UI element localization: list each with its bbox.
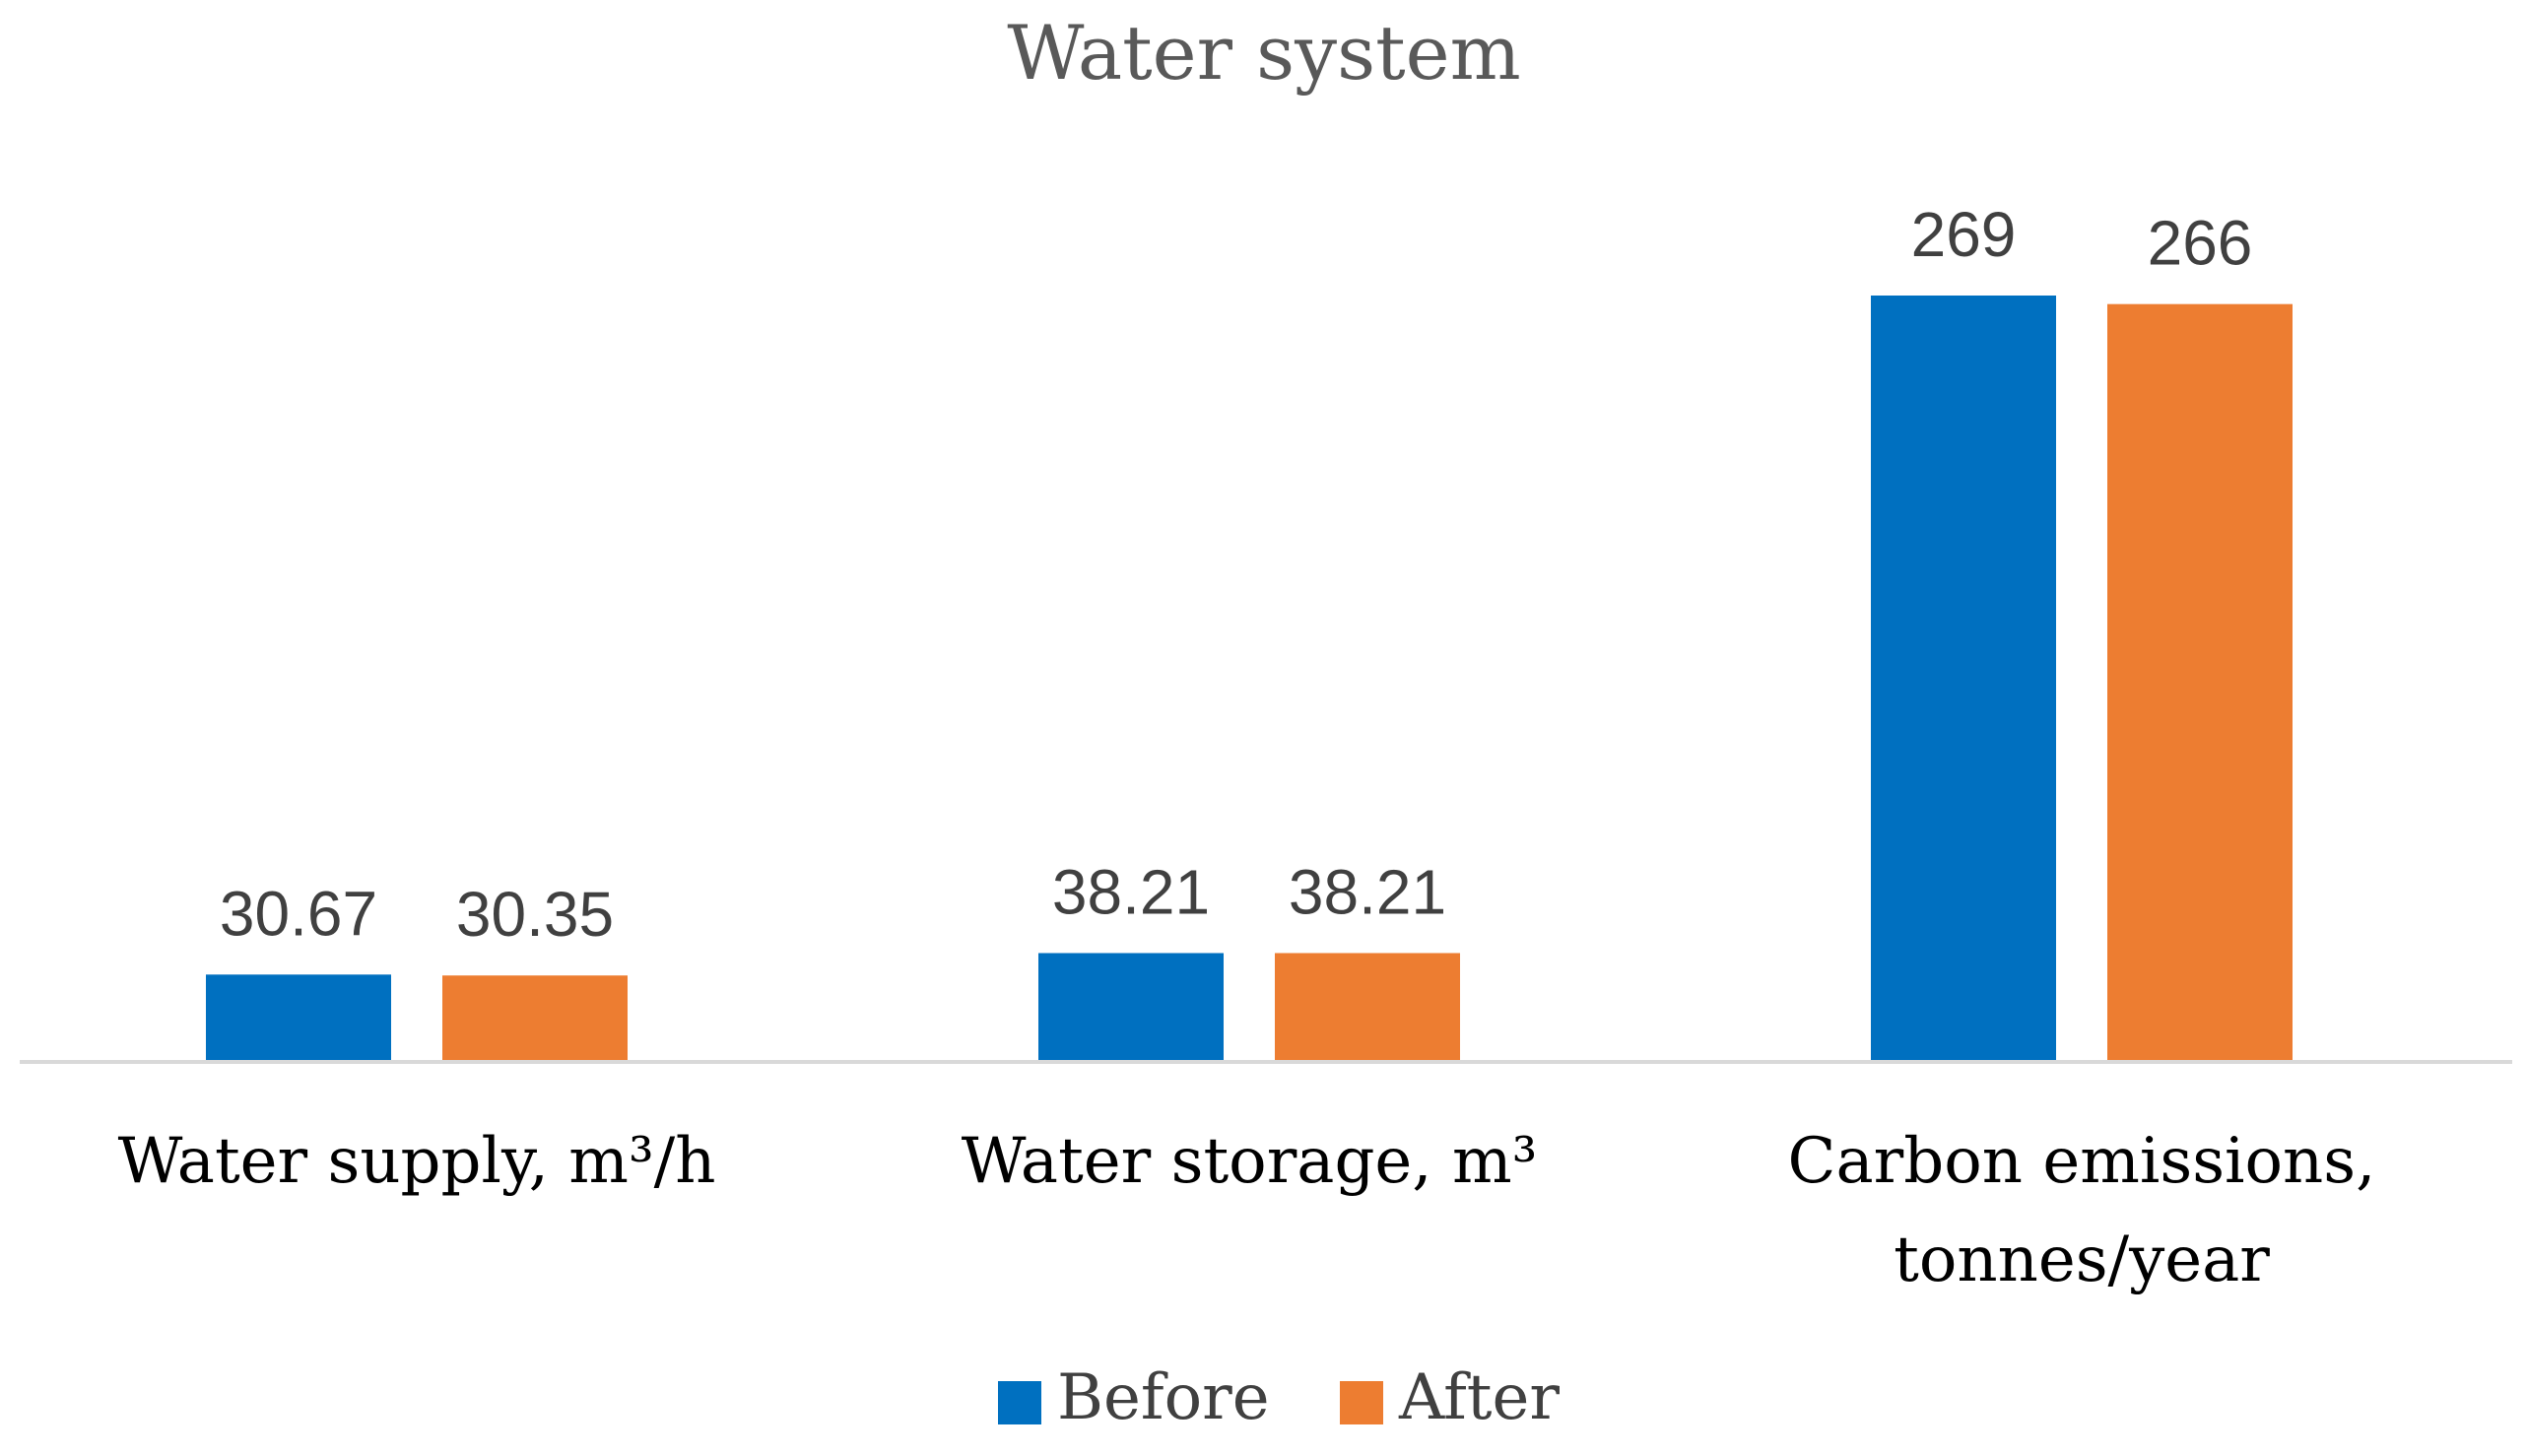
- bar-after-0: [442, 975, 628, 1062]
- data-label-after-1: 38.21: [1289, 856, 1446, 927]
- legend-swatch-before: [998, 1381, 1041, 1424]
- category-label-2-line-1: tonnes/year: [1894, 1224, 2270, 1296]
- data-label-before-1: 38.21: [1052, 856, 1210, 927]
- category-label-0: Water supply, m³/h: [118, 1125, 716, 1198]
- data-label-after-2: 266: [2148, 208, 2253, 279]
- data-label-before-2: 269: [1911, 199, 2017, 270]
- bar-before-1: [1038, 953, 1224, 1062]
- legend-label-before: Before: [1057, 1361, 1270, 1434]
- bar-after-2: [2107, 303, 2293, 1062]
- bar-after-1: [1275, 953, 1460, 1062]
- data-label-before-0: 30.67: [220, 878, 377, 949]
- chart-title: Water system: [1007, 9, 1520, 97]
- bar-before-0: [206, 974, 391, 1062]
- legend-label-after: After: [1398, 1361, 1560, 1434]
- bar-before-2: [1871, 296, 2056, 1062]
- data-label-after-0: 30.35: [456, 879, 614, 950]
- legend-swatch-after: [1340, 1381, 1383, 1424]
- legend: Before After: [998, 1361, 1560, 1434]
- category-label-1: Water storage, m³: [962, 1125, 1538, 1198]
- plot-area: 30.67 38.21 269 30.35 38.21 266 Water supply, …: [20, 199, 2512, 1296]
- category-label-2-line-0: Carbon emissions,: [1788, 1125, 2376, 1198]
